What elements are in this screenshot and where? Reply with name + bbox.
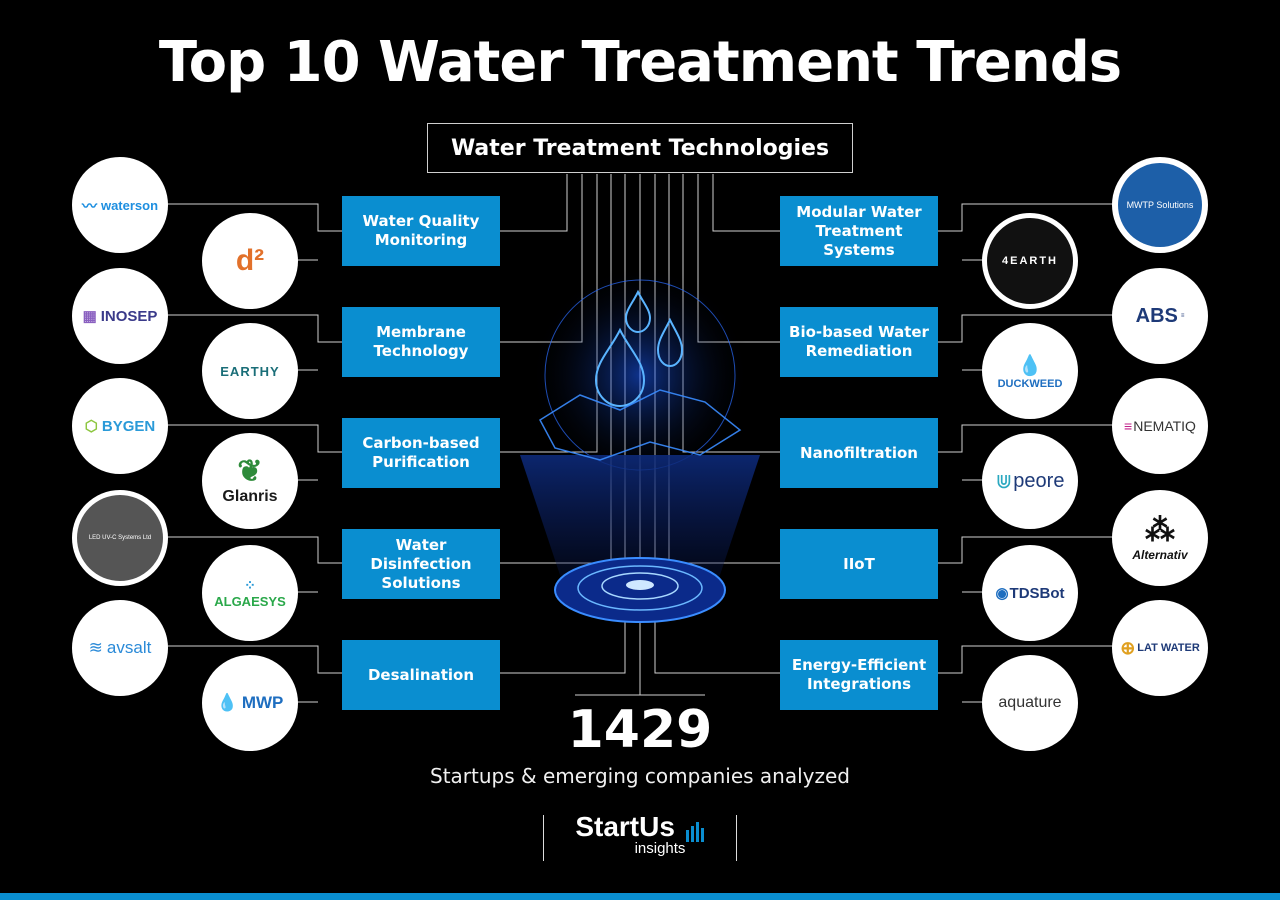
page-title: Top 10 Water Treatment Trends	[158, 30, 1122, 95]
logo-waterson: 〰 waterson	[72, 157, 168, 253]
bar-chart-icon	[685, 822, 704, 842]
logo-nematiq: ≡ NEMATIQ	[1112, 378, 1208, 474]
logo-inosep: ▦ INOSEP	[72, 268, 168, 364]
logo-abs: ABS ≡	[1112, 268, 1208, 364]
cup-icon: ⋓	[995, 470, 1013, 493]
logo-bygen: ⬡ BYGEN	[72, 378, 168, 474]
trend-iiot: IIoT	[780, 529, 938, 599]
stripes-icon: ▦	[82, 308, 97, 325]
water-drop-icon: 💧	[216, 693, 238, 712]
logo-avsalt: ≋ avsalt	[72, 600, 168, 696]
startup-count-caption: Startups & emerging companies analyzed	[430, 764, 850, 788]
logo-glanris: ❦ Glanris	[202, 433, 298, 529]
globe-icon: ⊕	[1120, 637, 1136, 658]
logo-algaesys: ⁘ ALGAESYS	[202, 545, 298, 641]
stripes-icon: ≡	[1124, 418, 1133, 434]
logo-lat-water: ⊕ LAT WATER	[1112, 600, 1208, 696]
leaf-icon: ❦	[237, 455, 263, 488]
center-label: Water Treatment Technologies	[427, 123, 853, 173]
water-drop-icon: 💧	[1017, 354, 1043, 377]
logo-mwtp-solutions: MWTP Solutions	[1112, 157, 1208, 253]
brand-divider-right	[736, 815, 737, 861]
trend-water-disinfection-solutions: Water Disinfection Solutions	[342, 529, 500, 599]
logo-led-uvc: LED UV-C Systems Ltd	[72, 490, 168, 586]
logo-alternativ: ⁂ Alternativ	[1112, 490, 1208, 586]
trend-nanofiltration: Nanofiltration	[780, 418, 938, 488]
abs-tagline-icon: ≡	[1180, 313, 1185, 319]
wave-swirl-icon: ≋	[88, 638, 103, 657]
trend-carbon-based-purification: Carbon-based Purification	[342, 418, 500, 488]
logo-tdsbot: ◉ TDSBot	[982, 545, 1078, 641]
hexagon-icon: ⬡	[84, 418, 98, 435]
logo-duckweed: 💧 DUCKWEED	[982, 323, 1078, 419]
brand-subtitle: insights	[634, 840, 686, 857]
trend-water-quality-monitoring: Water Quality Monitoring	[342, 196, 500, 266]
trend-membrane-technology: Membrane Technology	[342, 307, 500, 377]
trend-modular-water-treatment-systems: Modular Water Treatment Systems	[780, 196, 938, 266]
logo-peore: ⋓ peore	[982, 433, 1078, 529]
footer-accent-bar	[0, 893, 1280, 900]
trend-energy-efficient-integrations: Energy-Efficient Integrations	[780, 640, 938, 710]
water-hologram-illustration	[520, 270, 760, 623]
logo-earthy: EARTHY	[202, 323, 298, 419]
startus-insights-logo: StartUs insights	[560, 812, 720, 857]
logo-mwp: 💧 MWP	[202, 655, 298, 751]
startup-count: 1429	[567, 700, 713, 760]
network-nodes-icon: ⁂	[1145, 514, 1175, 547]
trend-bio-based-water-remediation: Bio-based Water Remediation	[780, 307, 938, 377]
wave-icon: 〰	[81, 197, 97, 215]
logo-d2: d²	[202, 213, 298, 309]
brand-divider-left	[543, 815, 544, 861]
dots-icon: ⁘	[244, 577, 256, 593]
brand-name: StartUs	[575, 811, 675, 842]
trend-desalination: Desalination	[342, 640, 500, 710]
logo-4earth: 4EARTH	[982, 213, 1078, 309]
drop-circle-icon: ◉	[995, 585, 1009, 602]
logo-aquature: aquature	[982, 655, 1078, 751]
